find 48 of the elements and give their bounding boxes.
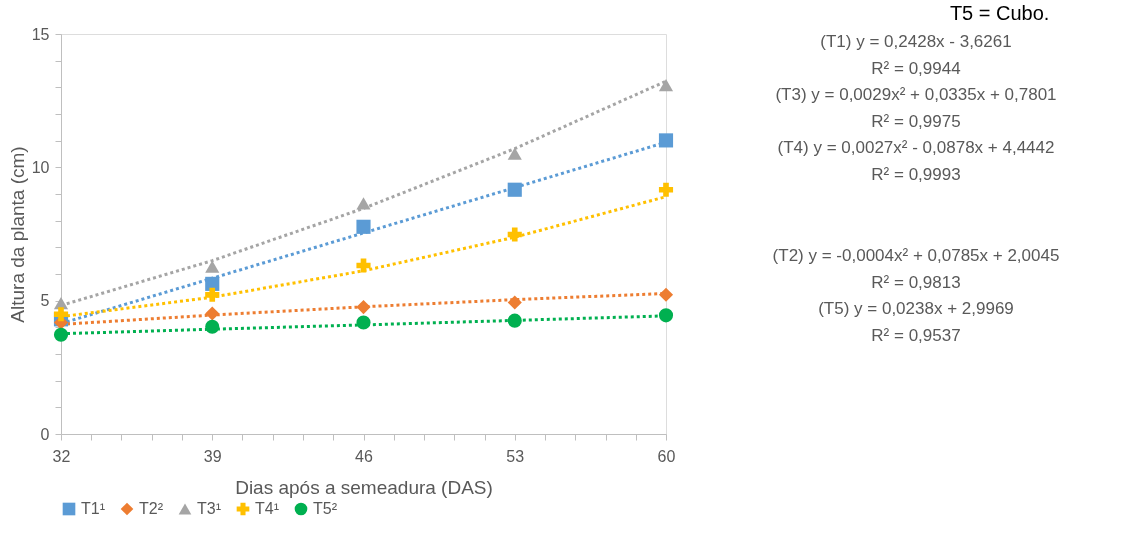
- legend-label: T5²: [313, 500, 338, 517]
- text: R² = 0,9537: [871, 325, 961, 345]
- x-tick-label: 53: [506, 447, 525, 465]
- y-axis-title: Altura da planta (cm): [6, 146, 28, 323]
- y-tick-label: 0: [40, 425, 50, 443]
- text: (T3) y = 0,0029x² + 0,0335x + 0,7801: [775, 85, 1057, 104]
- x-tick-label: 39: [203, 447, 222, 465]
- x-tick-label: 46: [355, 447, 373, 465]
- text: (T5) y = 0,0238x + 2,9969: [818, 299, 1014, 318]
- point: [205, 319, 220, 334]
- point: [53, 307, 69, 322]
- x-tick-label: 60: [657, 447, 676, 465]
- point: [356, 315, 371, 330]
- text: (T1) y = 0,2428x - 3,6261: [820, 32, 1012, 51]
- legend-label: T3¹: [197, 500, 221, 517]
- text: R² = 0,9813: [871, 272, 961, 292]
- point: [205, 260, 220, 273]
- text: (T2) y = -0,0004x² + 0,0785x + 2,0045: [772, 246, 1060, 265]
- point: [356, 197, 371, 210]
- point: [53, 327, 69, 342]
- legend-label: T2²: [139, 500, 164, 517]
- point: [507, 227, 522, 242]
- point: [507, 147, 522, 160]
- point: [205, 306, 220, 321]
- text: (T4) y = 0,0027x² - 0,0878x + 4,4442: [777, 138, 1055, 157]
- point: [658, 182, 674, 197]
- legend-label: T1¹: [81, 500, 105, 517]
- point: [507, 182, 522, 197]
- x-tick-label: 32: [52, 447, 71, 465]
- point: [658, 287, 674, 302]
- point: [658, 308, 674, 323]
- point: [507, 313, 522, 328]
- point: [658, 133, 674, 148]
- point: [356, 300, 371, 315]
- x-axis-title: Dias após a semeadura (DAS): [235, 476, 493, 498]
- text: R² = 0,9944: [871, 58, 961, 78]
- point: [507, 295, 522, 310]
- y-tick-label: 15: [31, 25, 50, 43]
- text: R² = 0,9993: [871, 164, 961, 184]
- y-tick-label: 10: [31, 158, 50, 176]
- point: [356, 258, 371, 273]
- point: [205, 287, 220, 302]
- point: [356, 219, 371, 234]
- point: [658, 79, 674, 92]
- y-tick-label: 5: [40, 292, 50, 310]
- text: T5 = Cubo.: [949, 2, 1050, 24]
- text: R² = 0,9975: [871, 111, 961, 131]
- legend-label: T4¹: [255, 500, 279, 517]
